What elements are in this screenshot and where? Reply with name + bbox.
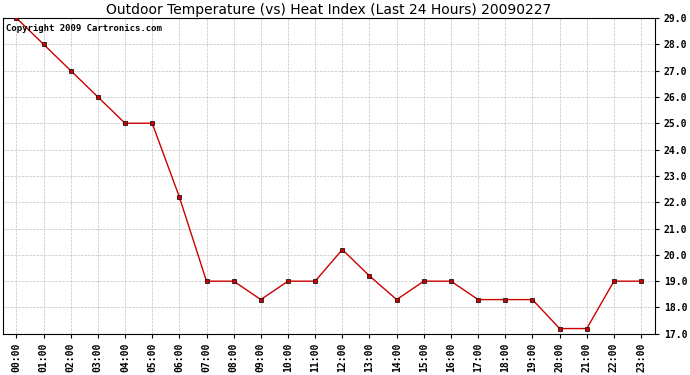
Title: Outdoor Temperature (vs) Heat Index (Last 24 Hours) 20090227: Outdoor Temperature (vs) Heat Index (Las… <box>106 3 551 17</box>
Text: Copyright 2009 Cartronics.com: Copyright 2009 Cartronics.com <box>6 24 162 33</box>
